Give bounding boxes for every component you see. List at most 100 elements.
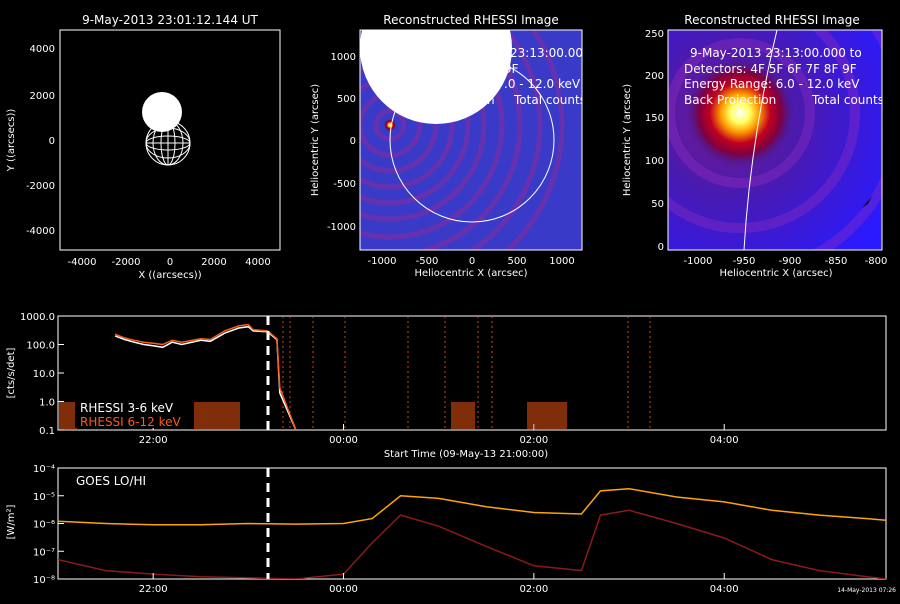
image1-ann-proj: ction <box>465 93 495 107</box>
orbit-ytick: -4000 <box>26 226 55 237</box>
orbit-xtick: -2000 <box>111 257 140 268</box>
ts1-legend-orange: RHESSI 6-12 keV <box>80 415 181 429</box>
ts2-ytick-label: 10⁻⁴ <box>33 464 55 475</box>
orbit-ytick: 2000 <box>30 91 55 102</box>
image1-xtick: -1000 <box>367 256 396 267</box>
orbit-xtick: 0 <box>167 257 173 268</box>
ts1-legend-white: RHESSI 3-6 keV <box>80 401 174 415</box>
image2-xtick: -900 <box>779 256 802 267</box>
rhessi-lightcurve-panel: 1000.0 100.0 10.0 1.0 0.1 22:00 00:00 02:00 04:… <box>6 312 887 460</box>
image1-yticks: 1000 500 0 -500 -1000 <box>327 52 356 233</box>
orbit-xtick: -4000 <box>67 257 96 268</box>
goes-lightcurve-panel: 10⁻⁴ 10⁻⁵ 10⁻⁶ 10⁻⁷ 10⁻⁸ 22:00 00:00 02:00 04:0… <box>6 464 896 595</box>
ts1-ytick-label: 10.0 <box>33 369 55 380</box>
ts1-xlabel: Start Time (09-May-13 21:00:00) <box>384 449 548 460</box>
orbit-xlabel: X ((arcsecs)) <box>138 270 201 281</box>
orbit-ytick: 4000 <box>30 44 55 55</box>
orbit-ylabel: Y ((arcsecs)) <box>6 109 17 173</box>
orbit-xticks: -4000 -2000 0 2000 4000 <box>67 257 270 268</box>
image2-yticks: 250 200 150 100 50 0 <box>645 29 664 253</box>
image1-flare-source <box>384 119 396 131</box>
image2-solar-limb <box>743 30 778 250</box>
ts2-xticks: 22:00 00:00 02:00 04:00 <box>139 573 739 595</box>
image2-ytick: 250 <box>645 29 664 40</box>
image2-ytick: 100 <box>645 156 664 167</box>
image2-ytick: 150 <box>645 113 664 124</box>
image1-xticks: -1000 -500 0 500 1000 <box>367 256 574 267</box>
image2-annotations: 9-May-2013 23:13:00.000 to Detectors: 4F… <box>684 46 888 107</box>
rhessi-zoom-panel: Reconstructed RHESSI Image 9-May-2013 23… <box>622 13 888 279</box>
orbit-ytick: -2000 <box>26 181 55 192</box>
ts1-ytick-label: 100.0 <box>26 341 55 352</box>
ts1-ytick-label: 1.0 <box>39 398 55 409</box>
rhessi-image-panel: Reconstructed RHESSI Image 23:13:00.000 … <box>310 13 664 279</box>
ts2-xtick-label: 00:00 <box>329 584 358 595</box>
ts2-frame <box>57 467 887 580</box>
image1-xtick: -500 <box>416 256 439 267</box>
image2-flare-source <box>685 58 795 168</box>
orbit-panel: 9-May-2013 23:01:12.144 UT -4000 -2000 0… <box>6 13 281 281</box>
image1-xlabel: Heliocentric X (arcsec) <box>414 268 527 279</box>
ts2-ylabel: [W/m²] <box>6 504 17 539</box>
image1-ann-energy: .0 - 12.0 keV <box>504 77 581 91</box>
image2-ann-counts: Total counts: <box>811 93 888 107</box>
ts1-xtick-label: 00:00 <box>329 435 358 446</box>
image2-ytick: 200 <box>645 71 664 82</box>
image1-ytick: 500 <box>337 94 356 105</box>
footer-timestamp: 14-May-2013 07:26 <box>837 587 896 594</box>
ts1-xtick-label: 22:00 <box>139 435 168 446</box>
image1-ylabel: Heliocentric Y (arcsec) <box>310 84 321 196</box>
orbit-yticks: 4000 2000 0 -2000 -4000 <box>26 44 55 237</box>
image1-frame <box>359 29 583 251</box>
image2-ann-det: Detectors: 4F 5F 6F 7F 8F 9F <box>684 62 857 76</box>
ts2-xtick-label: 02:00 <box>519 584 548 595</box>
image2-ann-back: Back Projection <box>684 93 776 107</box>
image1-ytick: 0 <box>350 136 356 147</box>
image1-ann-back: Back <box>384 93 413 107</box>
ts2-ytick-label: 10⁻⁵ <box>33 492 55 503</box>
image1-xtick: 0 <box>469 256 475 267</box>
image1-ann-det: 9F <box>504 62 519 76</box>
image2-xtick: -800 <box>865 256 888 267</box>
orbit-ytick: 0 <box>49 136 55 147</box>
image1-occulting-disk <box>360 30 512 124</box>
ts2-xtick-label: 04:00 <box>710 584 739 595</box>
ts2-xtick-label: 22:00 <box>139 584 168 595</box>
orbit-xtick: 4000 <box>245 257 270 268</box>
image2-xtick: -850 <box>825 256 848 267</box>
ts2-series-line-1 <box>58 509 886 579</box>
image2-xticks: -1000 -950 -900 -850 -800 <box>683 256 887 267</box>
image2-xlabel: Heliocentric X (arcsec) <box>719 268 832 279</box>
image2-title: Reconstructed RHESSI Image <box>684 13 859 27</box>
image1-ytick: -1000 <box>327 222 356 233</box>
image1-ytick: -500 <box>333 179 356 190</box>
ts2-ytick-label: 10⁻⁶ <box>33 520 55 531</box>
image2-ylabel: Heliocentric Y (arcsec) <box>622 84 633 196</box>
image1-xtick: 1000 <box>549 256 574 267</box>
ts2-series-line-0 <box>58 487 886 526</box>
ts2-ytick-label: 10⁻⁷ <box>33 547 55 558</box>
ts1-ylabel: [cts/s/det] <box>6 348 17 399</box>
image1-ann-counts: Total counts: 8.37E+0 <box>513 93 646 107</box>
ts2-legend: GOES LO/HI <box>76 474 146 488</box>
image2-ann-energy: Energy Range: 6.0 - 12.0 keV <box>684 77 860 91</box>
image2-feature <box>862 196 872 208</box>
orbit-title: 9-May-2013 23:01:12.144 UT <box>82 13 258 27</box>
ts1-ytick-label: 1000.0 <box>20 312 55 323</box>
image2-xtick: -950 <box>733 256 756 267</box>
ts1-ytick-label: 0.1 <box>39 426 55 437</box>
ts1-legend-box <box>75 398 165 428</box>
image2-ytick: 50 <box>651 199 664 210</box>
fov-disk <box>142 92 182 132</box>
image1-xtick: 500 <box>507 256 526 267</box>
image1-title: Reconstructed RHESSI Image <box>383 13 558 27</box>
ts1-yticks: 1000.0 100.0 10.0 1.0 0.1 <box>20 312 64 437</box>
image1-ann-time: 23:13:00.000 to 23:14:00 <box>510 46 664 60</box>
image2-halo <box>668 30 882 250</box>
orbit-xtick: 2000 <box>201 257 226 268</box>
image1-ytick: 1000 <box>331 52 356 63</box>
ts2-series-group <box>58 487 886 579</box>
ts1-xtick-label: 02:00 <box>519 435 548 446</box>
image2-ann-time: 9-May-2013 23:13:00.000 to <box>690 46 862 60</box>
